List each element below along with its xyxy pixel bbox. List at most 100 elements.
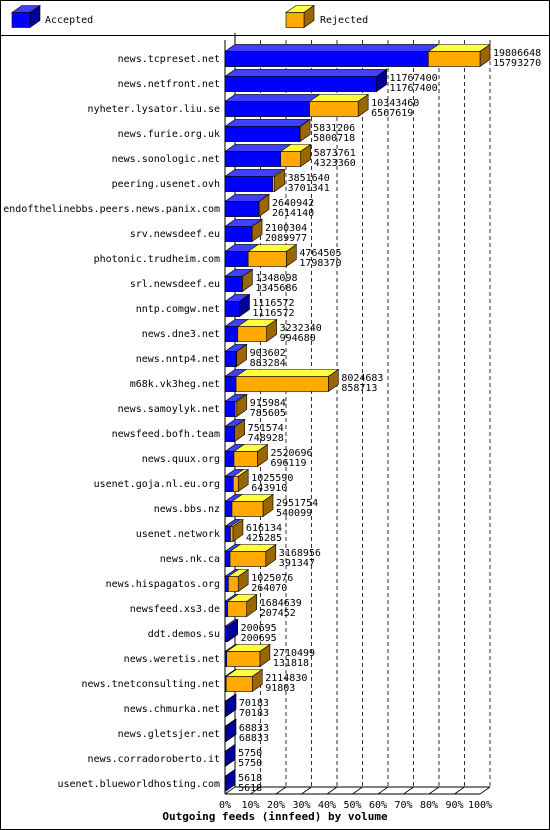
accepted-bar-face [224, 651, 227, 667]
total-label: 616134 [246, 523, 282, 534]
accepted-bar-face [224, 451, 235, 467]
accepted-bar [224, 244, 260, 267]
x-tick-label: 40% [318, 800, 336, 811]
accepted-label: 91803 [265, 683, 295, 694]
accepted-bar [224, 718, 237, 743]
rejected-bar [224, 643, 271, 668]
accepted-bar [224, 144, 292, 167]
accepted-bar-face [224, 176, 273, 192]
accepted-bar-face [224, 576, 229, 592]
accepted-bar-face [224, 76, 377, 92]
rejected-bar [224, 368, 340, 393]
total-label: 1348098 [255, 273, 297, 284]
total-label: 5750 [238, 748, 262, 759]
accepted-bar-face [224, 226, 253, 242]
total-label: 70183 [239, 698, 269, 709]
total-label: 11767400 [389, 73, 437, 84]
total-label: 5831206 [313, 123, 355, 134]
y-tick-label: news.tnetconsulting.net [82, 679, 220, 690]
accepted-label: 858713 [341, 383, 377, 394]
accepted-bar-face [224, 69, 388, 77]
accepted-bar-face [224, 501, 233, 517]
accepted-label: 391347 [279, 558, 315, 569]
accepted-bar-face [224, 126, 300, 142]
y-tick-label: news.quux.org [142, 454, 220, 465]
accepted-label: 5800718 [313, 133, 355, 144]
x-tick-label: 90% [445, 800, 463, 811]
y-tick-label: m68k.vk3heg.net [130, 379, 220, 390]
y-tick-label: news.hispagatos.org [106, 579, 220, 590]
accepted-bar-face [224, 626, 228, 642]
accepted-bar [224, 319, 249, 342]
accepted-bar-face [224, 701, 227, 717]
accepted-bar-face [224, 119, 311, 127]
total-label: 3851640 [288, 173, 330, 184]
y-tick-label: news.sonologic.net [112, 154, 220, 165]
total-label: 1684639 [260, 598, 302, 609]
accepted-label: 207452 [260, 608, 296, 619]
accepted-bar [224, 569, 240, 592]
accepted-bar-face [224, 351, 237, 367]
y-tick-label: srl.newsdeef.eu [130, 279, 220, 290]
legend-swatch-face [11, 12, 31, 28]
rejected-bar-face [224, 601, 247, 617]
total-label: 2640942 [272, 198, 314, 209]
y-tick-label: usenet.blueworldhosting.com [57, 779, 220, 790]
total-label: 4764505 [299, 248, 341, 259]
total-label: 2710499 [273, 648, 315, 659]
accepted-bar-face [224, 426, 235, 442]
total-label: 1025076 [251, 573, 293, 584]
y-tick-label: news.weretis.net [124, 654, 220, 665]
accepted-bar [224, 743, 237, 768]
rejected-bar-face [224, 376, 329, 392]
accepted-bar-face [224, 144, 292, 152]
accepted-bar-face [224, 94, 321, 102]
total-label: 1116572 [252, 298, 294, 309]
x-tick-label: 70% [394, 800, 412, 811]
accepted-bar-face [227, 618, 238, 643]
y-tick-label: srv.newsdeef.eu [130, 229, 220, 240]
accepted-bar-face [224, 169, 284, 177]
accepted-label: 1798370 [299, 258, 341, 269]
accepted-label: 70183 [239, 708, 269, 719]
accepted-bar-face [224, 376, 237, 392]
accepted-bar [224, 68, 388, 93]
y-tick-label: newsfeed.bofh.team [112, 429, 220, 440]
accepted-label: 200695 [241, 633, 277, 644]
rejected-bar-face [224, 676, 253, 692]
y-tick-label: news.gletsjer.net [118, 729, 220, 740]
accepted-bar-face [224, 101, 310, 117]
accepted-label: 5750 [238, 758, 262, 769]
accepted-bar-face [224, 601, 228, 617]
total-label: 1025590 [251, 473, 293, 484]
x-tick-label: 20% [267, 800, 285, 811]
accepted-bar [224, 469, 245, 492]
accepted-bar [224, 419, 246, 442]
y-tick-label: usenet.network [136, 529, 220, 540]
x-tick-label: 10% [241, 800, 259, 811]
accepted-bar-face [224, 201, 259, 217]
accepted-bar-face [224, 551, 231, 567]
y-tick-label: news.dne3.net [142, 329, 220, 340]
accepted-bar-face [224, 526, 231, 542]
accepted-bar [224, 768, 237, 793]
y-tick-label: news.corradoroberto.it [88, 754, 220, 765]
accepted-label: 5618 [238, 783, 262, 794]
accepted-label: 1345686 [255, 283, 297, 294]
legend-label: Rejected [320, 15, 368, 26]
accepted-bar-face [224, 401, 236, 417]
x-tick-label: 50% [343, 800, 361, 811]
y-tick-label: news.nk.ca [160, 554, 220, 565]
accepted-bar-face [224, 276, 243, 292]
y-tick-label: endofthelinebbs.peers.news.panix.com [3, 204, 220, 215]
y-tick-label: news.netfront.net [118, 79, 220, 90]
accepted-bar [224, 44, 440, 67]
accepted-bar [224, 444, 245, 467]
accepted-bar-face [224, 476, 234, 492]
accepted-label: 2614140 [272, 208, 314, 219]
accepted-label: 131818 [273, 658, 309, 669]
x-tick [403, 786, 414, 795]
accepted-bar-face [224, 726, 227, 742]
total-label: 3232340 [280, 323, 322, 334]
